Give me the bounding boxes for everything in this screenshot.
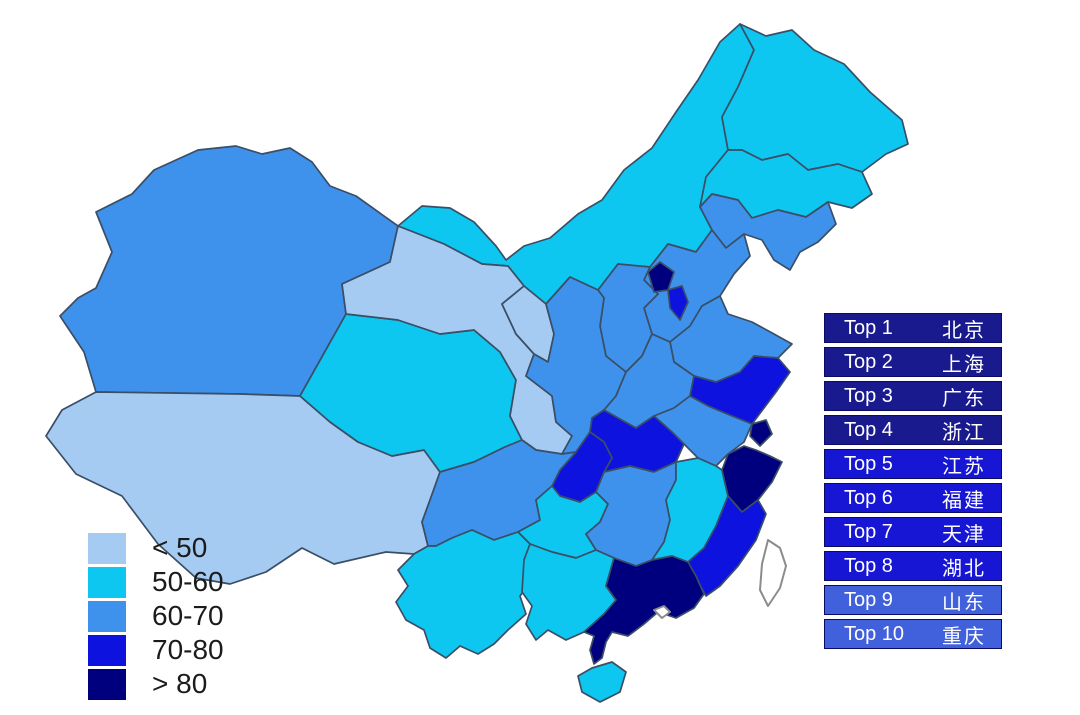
ranking-row: Top 4 浙江 [824, 415, 1002, 445]
province-hongkong [653, 605, 671, 619]
legend-label: > 80 [152, 668, 208, 699]
legend: < 50 50-60 60-70 70-80 > 80 [88, 531, 224, 701]
region-name: 山东 [942, 591, 986, 614]
region-name: 广东 [942, 387, 986, 410]
rank-label: Top 1 [844, 316, 893, 339]
legend-label: 70-80 [152, 634, 224, 665]
region-name: 江苏 [942, 455, 986, 478]
rank-label: Top 5 [844, 452, 893, 475]
top10-ranking-table: Top 1 北京 Top 2 上海 Top 3 广东 Top 4 浙江 Top … [824, 313, 1002, 653]
ranking-row: Top 6 福建 [824, 483, 1002, 513]
legend-item: > 80 [88, 667, 224, 701]
rank-label: Top 10 [844, 622, 905, 645]
province-shanghai [749, 419, 773, 447]
region-name: 天津 [942, 523, 986, 546]
legend-swatch [88, 566, 126, 598]
province-hainan [577, 661, 627, 703]
legend-swatch [88, 634, 126, 666]
province-yunnan [395, 529, 533, 659]
rank-label: Top 9 [844, 588, 893, 611]
legend-item: < 50 [88, 531, 224, 565]
region-name: 重庆 [942, 625, 986, 648]
ranking-row: Top 9 山东 [824, 585, 1002, 615]
region-name: 浙江 [942, 421, 986, 444]
legend-swatch [88, 668, 126, 700]
province-fujian [687, 495, 767, 597]
rank-label: Top 3 [844, 384, 893, 407]
region-name: 北京 [942, 319, 986, 342]
rank-label: Top 6 [844, 486, 893, 509]
province-taiwan [759, 539, 787, 607]
ranking-row: Top 5 江苏 [824, 449, 1002, 479]
province-beijing [647, 261, 675, 293]
legend-label: 50-60 [152, 566, 224, 597]
ranking-row: Top 7 天津 [824, 517, 1002, 547]
legend-label: < 50 [152, 532, 208, 563]
region-name: 湖北 [942, 557, 986, 580]
ranking-row: Top 3 广东 [824, 381, 1002, 411]
region-name: 福建 [942, 489, 986, 512]
legend-swatch [88, 532, 126, 564]
rank-label: Top 2 [844, 350, 893, 373]
rank-label: Top 7 [844, 520, 893, 543]
rank-label: Top 8 [844, 554, 893, 577]
legend-swatch [88, 600, 126, 632]
legend-label: 60-70 [152, 600, 224, 631]
ranking-row: Top 8 湖北 [824, 551, 1002, 581]
legend-item: 60-70 [88, 599, 224, 633]
ranking-row: Top 2 上海 [824, 347, 1002, 377]
province-guangdong [583, 555, 705, 665]
province-shapes [45, 23, 909, 703]
region-name: 上海 [942, 353, 986, 376]
legend-item: 70-80 [88, 633, 224, 667]
rank-label: Top 4 [844, 418, 893, 441]
ranking-row: Top 1 北京 [824, 313, 1002, 343]
province-tianjin [667, 285, 689, 321]
legend-item: 50-60 [88, 565, 224, 599]
ranking-row: Top 10 重庆 [824, 619, 1002, 649]
